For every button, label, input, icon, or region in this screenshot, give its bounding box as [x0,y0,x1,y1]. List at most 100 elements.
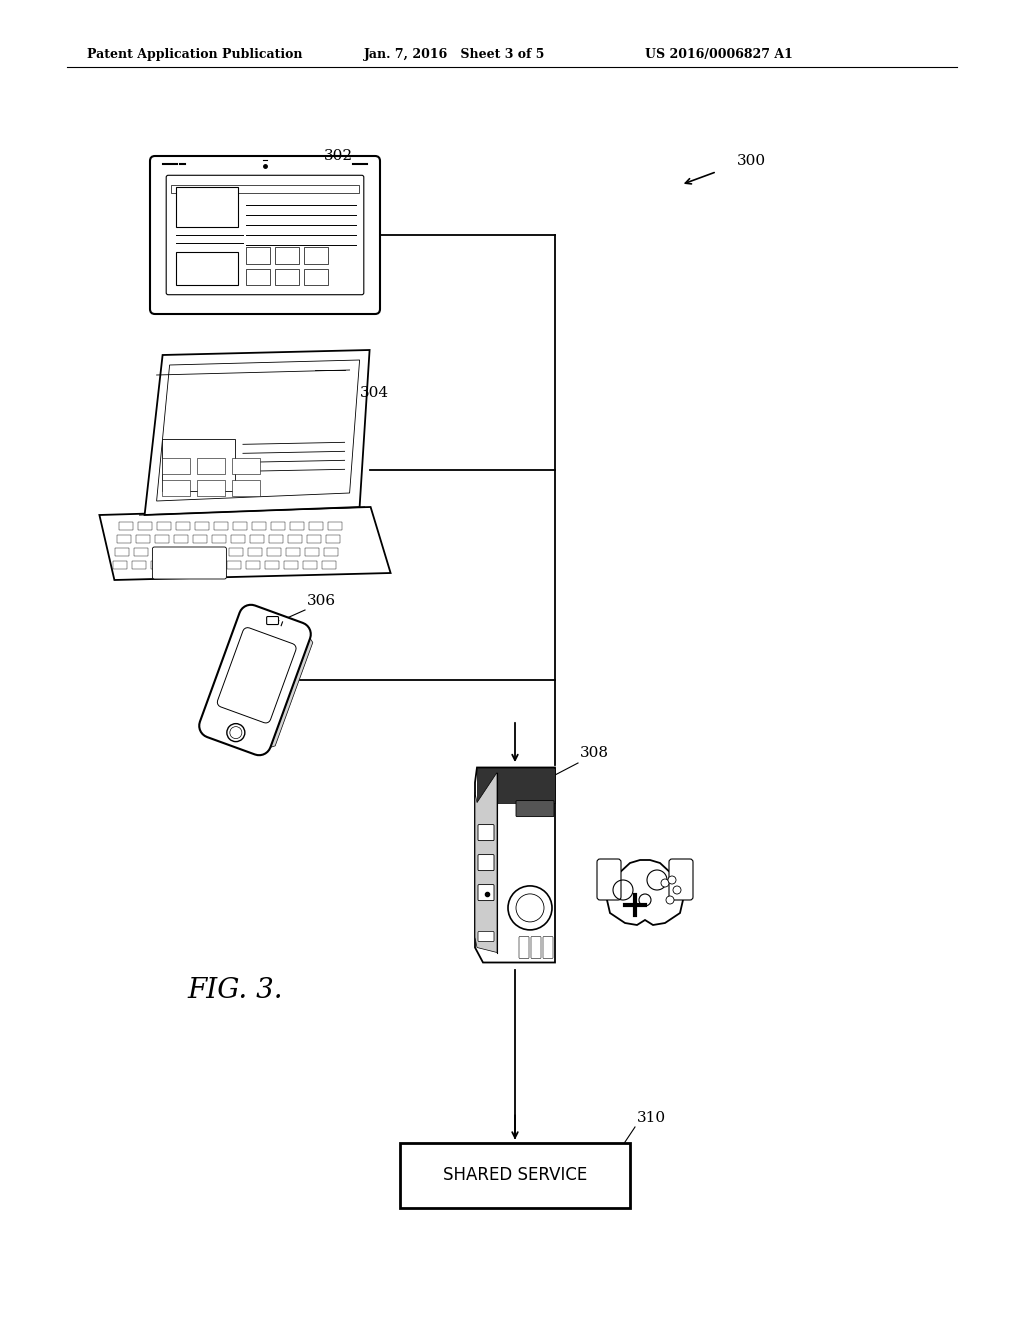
Bar [304,268,328,285]
Bar [249,548,262,556]
FancyBboxPatch shape [478,884,494,900]
Bar [136,535,151,543]
Bar [309,521,324,531]
Bar [134,548,148,556]
Text: 302: 302 [324,149,353,162]
FancyBboxPatch shape [531,936,541,958]
Bar [210,548,224,556]
Bar [162,480,189,496]
Bar [171,185,358,194]
Bar [162,440,234,491]
Bar [194,535,208,543]
Polygon shape [200,605,310,755]
Bar [227,561,242,569]
Bar [269,535,284,543]
Bar [303,561,317,569]
Polygon shape [607,861,683,925]
Bar [400,1143,630,1208]
FancyBboxPatch shape [166,176,364,294]
Bar [252,521,266,531]
Circle shape [662,879,669,887]
Bar [231,458,260,474]
Bar [156,535,169,543]
Text: 300: 300 [737,154,766,168]
Bar [267,548,282,556]
Bar [265,561,280,569]
Bar [307,535,322,543]
FancyBboxPatch shape [669,859,693,900]
FancyBboxPatch shape [478,932,494,941]
FancyBboxPatch shape [516,801,554,817]
Bar [291,521,304,531]
Bar [246,247,270,264]
Bar [231,480,260,496]
Bar [189,561,204,569]
Text: US 2016/0006827 A1: US 2016/0006827 A1 [645,48,793,61]
Bar [116,548,129,556]
Bar [247,561,260,569]
FancyBboxPatch shape [150,156,380,314]
Bar [158,521,171,531]
Bar [323,561,337,569]
Polygon shape [99,507,390,579]
Circle shape [668,876,676,884]
FancyBboxPatch shape [478,854,494,871]
Bar [325,548,338,556]
Bar [229,548,244,556]
Text: SHARED SERVICE: SHARED SERVICE [442,1166,587,1184]
FancyBboxPatch shape [597,859,621,900]
Bar [327,535,340,543]
Bar [170,561,184,569]
Bar [285,561,298,569]
Bar [138,521,153,531]
Bar [231,535,246,543]
Bar [329,521,342,531]
Text: FIG. 3.: FIG. 3. [187,977,283,1003]
Text: 310: 310 [637,1111,667,1125]
Polygon shape [270,639,312,747]
Bar [275,247,299,264]
Bar [197,480,224,496]
Bar [120,521,133,531]
Bar [209,561,222,569]
Bar [191,548,206,556]
Circle shape [666,896,674,904]
Polygon shape [144,350,370,515]
Polygon shape [477,767,555,803]
Polygon shape [217,627,296,723]
Bar [197,458,224,474]
Bar [275,268,299,285]
Text: Jan. 7, 2016   Sheet 3 of 5: Jan. 7, 2016 Sheet 3 of 5 [364,48,545,61]
Bar [176,252,239,285]
FancyBboxPatch shape [478,825,494,841]
Bar [214,521,228,531]
Bar [251,535,264,543]
Text: Patent Application Publication: Patent Application Publication [87,48,302,61]
Text: 308: 308 [580,746,609,760]
Text: 306: 306 [307,594,336,609]
Polygon shape [475,772,497,953]
Bar [174,535,188,543]
Bar [233,521,248,531]
Bar [287,548,300,556]
Bar [212,535,226,543]
Bar [154,548,167,556]
Text: 304: 304 [360,385,389,400]
Bar [305,548,319,556]
Bar [304,247,328,264]
Bar [196,521,209,531]
Bar [152,561,166,569]
Circle shape [673,886,681,894]
Bar [172,548,186,556]
Bar [176,186,239,227]
Bar [118,535,131,543]
Bar [176,521,190,531]
Bar [132,561,146,569]
FancyBboxPatch shape [519,936,529,958]
Bar [162,458,189,474]
Bar [289,535,302,543]
FancyBboxPatch shape [153,546,226,579]
Bar [114,561,127,569]
Bar [246,268,270,285]
FancyBboxPatch shape [543,936,553,958]
